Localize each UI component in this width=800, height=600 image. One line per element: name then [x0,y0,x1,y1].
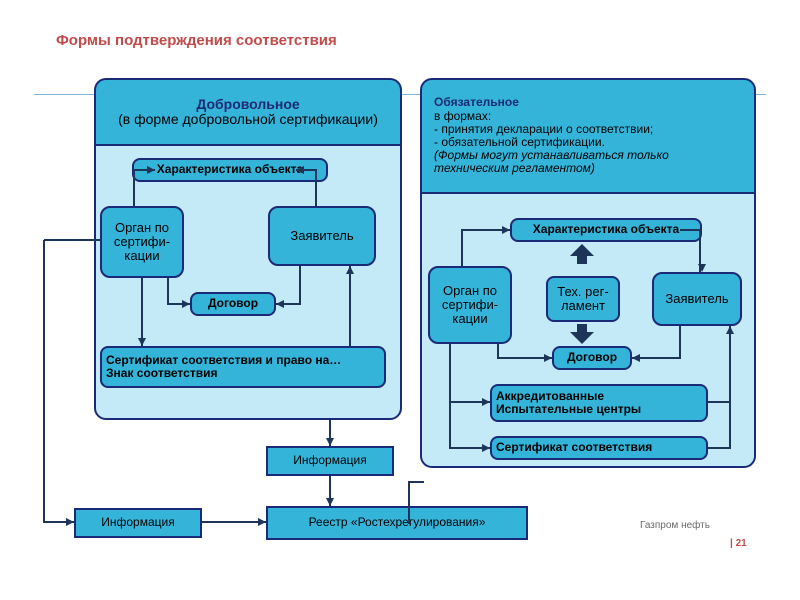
page-number: | 21 [730,538,747,549]
footer-brand: Газпром нефть [640,520,710,531]
box-right-tech-reg: Тех. рег-ламент [546,276,620,322]
page-title: Формы подтверждения соответствия [56,32,337,49]
right-header-l1: в формах: [434,110,742,123]
left-header-title: Добровольное [100,97,396,112]
box-left-contract: Договор [190,292,276,316]
box-right-contract: Договор [552,346,632,370]
box-left-organ: Орган по сертифи-кации [100,206,184,278]
box-right-characteristic: Характеристика объекта [510,218,702,242]
left-header: Добровольное (в форме добровольной серти… [94,78,402,146]
box-right-applicant: Заявитель [652,272,742,326]
left-header-sub: (в форме добровольной сертификации) [100,112,396,127]
box-right-accredited: Аккредитованные Испытательные центры [490,384,708,422]
box-registry: Реестр «Ростехрегулирования» [266,506,528,540]
right-header: Обязательное в формах: - принятия деклар… [420,78,756,194]
box-left-applicant: Заявитель [268,206,376,266]
box-right-organ: Орган по сертифи-кации [428,266,512,344]
box-information-top: Информация [266,446,394,476]
box-right-certificate: Сертификат соответствия [490,436,708,460]
box-left-certificate: Сертификат соответствия и право на… Знак… [100,346,386,388]
right-header-title: Обязательное [434,96,742,109]
box-left-characteristic: Характеристика объекта [132,158,328,182]
box-information-bottom: Информация [74,508,202,538]
page-number-value: 21 [736,538,747,549]
right-header-l4: (Формы могут устанавливаться только техн… [434,149,742,175]
